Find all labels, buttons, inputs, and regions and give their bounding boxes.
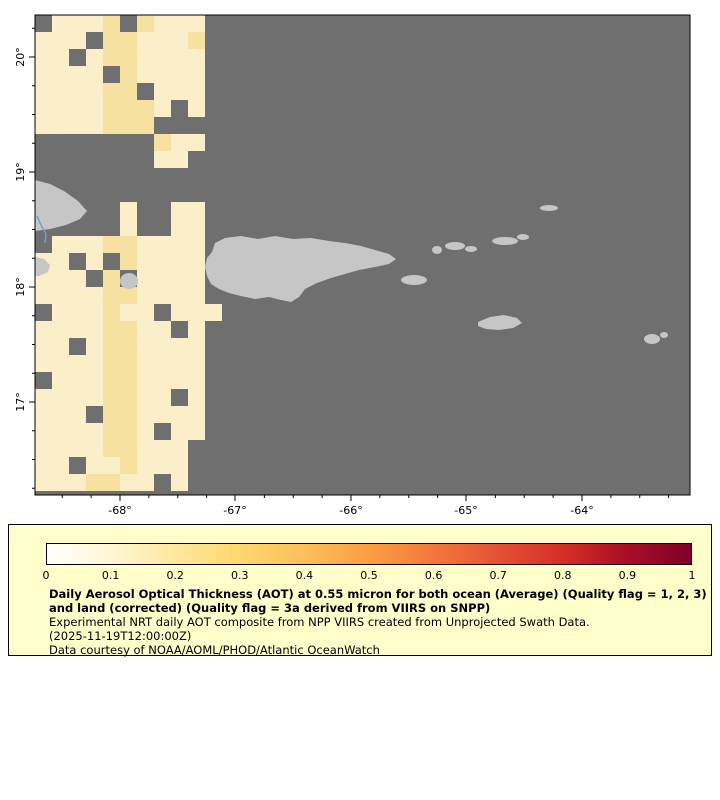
legend-credit: Data courtesy of NOAA/AOML/PHOD/Atlantic…	[49, 643, 380, 658]
colorbar-tick-label: 0.7	[489, 569, 507, 582]
land-st-thomas	[445, 242, 465, 250]
land-puerto-rico	[205, 236, 396, 302]
lon-tick-label: -65°	[454, 504, 477, 517]
colorbar	[46, 543, 692, 565]
legend-title: Daily Aerosol Optical Thickness (AOT) at…	[49, 587, 707, 616]
legend-source-line: Experimental NRT daily AOT composite fro…	[49, 615, 590, 630]
aot-data-cells	[35, 15, 222, 491]
colorbar-tick-label: 0.5	[360, 569, 378, 582]
land-culebra	[432, 246, 442, 254]
land-virgin-gorda	[517, 234, 529, 240]
lat-tick-label: 19°	[14, 162, 27, 182]
lat-tick-label: 17°	[14, 392, 27, 412]
land-anegada	[540, 205, 558, 211]
colorbar-tick-label: 1	[688, 569, 696, 582]
land-hispaniola-east	[35, 180, 87, 231]
map-frame	[34, 14, 691, 496]
colorbar-tick-label: 0.3	[231, 569, 249, 582]
land-st-croix	[478, 315, 522, 330]
land-st-john	[465, 246, 477, 252]
land-hispaniola-south	[35, 257, 50, 276]
land-islet-east-2	[660, 332, 668, 338]
colorbar-tick-label: 0.9	[618, 569, 637, 582]
land-islet-east-1	[644, 334, 660, 344]
land-masses	[35, 180, 668, 344]
land-tortola	[492, 237, 518, 245]
map-axes: 20° 19° 18° 17° -68° -67° -66° -65° -64°	[14, 27, 670, 517]
colorbar-tick-labels: 0 0.1 0.2 0.3 0.4 0.5 0.6 0.7 0.8 0.9 1	[42, 569, 696, 583]
lat-tick-label: 18°	[14, 277, 27, 297]
land-vieques	[401, 275, 427, 285]
legend-text-block: Daily Aerosol Optical Thickness (AOT) at…	[49, 587, 711, 657]
lon-tick-label: -67°	[223, 504, 246, 517]
lon-tick-label: -68°	[108, 504, 131, 517]
colorbar-tick-label: 0.8	[554, 569, 572, 582]
lat-tick-label: 20°	[14, 47, 27, 67]
legend-panel: 0 0.1 0.2 0.3 0.4 0.5 0.6 0.7 0.8 0.9 1 Daily Aero…	[8, 524, 712, 657]
lon-tick-label: -66°	[339, 504, 362, 517]
colorbar-tick-label: 0.6	[424, 569, 443, 582]
colorbar-tick-label: 0	[42, 569, 50, 582]
aot-map: 20° 19° 18° 17° -68° -67° -66° -65° -64°	[14, 14, 691, 517]
colorbar-tick-label: 0.2	[166, 569, 184, 582]
legend-timestamp: (2025-11-19T12:00:00Z)	[49, 629, 192, 644]
colorbar-tick-label: 0.1	[101, 569, 120, 582]
colorbar-tick-label: 0.4	[295, 569, 314, 582]
land-mona-island	[120, 273, 138, 289]
lon-tick-label: -64°	[570, 504, 593, 517]
river-line	[36, 215, 47, 244]
